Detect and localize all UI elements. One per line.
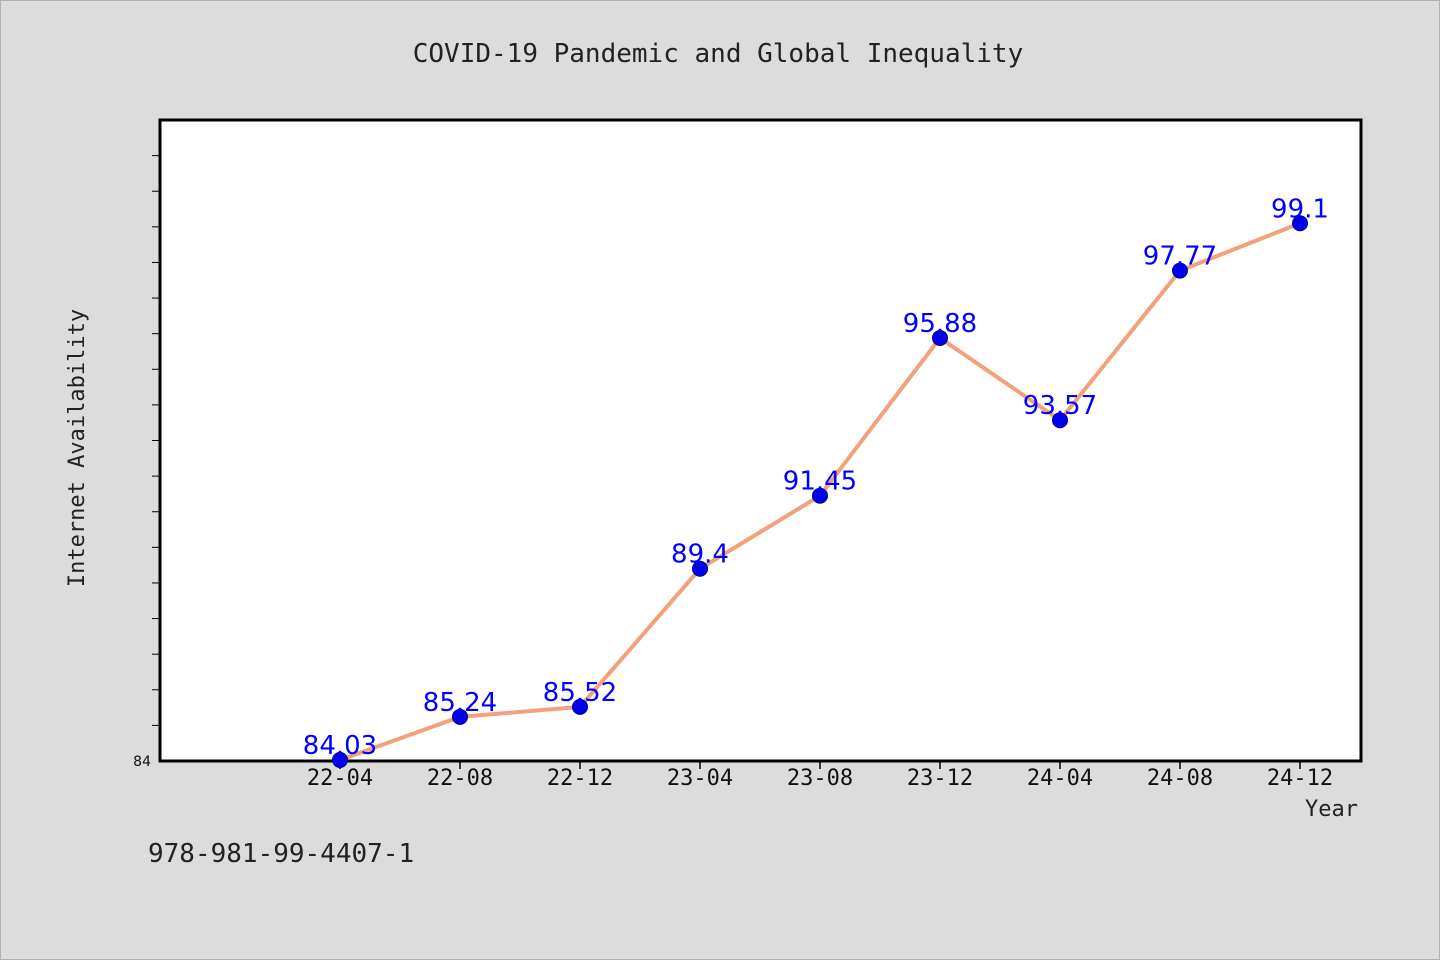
data-label: 99.1 (1271, 194, 1329, 224)
chart-title: COVID-19 Pandemic and Global Inequality (413, 39, 1023, 69)
plot-area (158, 118, 1363, 763)
data-point (572, 698, 588, 715)
data-labels-layer: 84.03 85.24 85.52 89.4 91.45 95.88 93.57 97.77 9… (303, 194, 1329, 761)
series-layer (332, 215, 1308, 768)
x-tick-label: 23-04 (667, 766, 733, 791)
data-point (692, 560, 708, 577)
y-axis-label: Internet Availability (65, 309, 90, 587)
x-tick-label: 24-04 (1027, 766, 1093, 791)
x-tick-label: 22-08 (427, 766, 493, 791)
data-point (332, 751, 348, 768)
isbn-footer: 978-981-99-4407-1 (148, 839, 414, 869)
data-label: 89.4 (671, 540, 729, 570)
y-axis-ticks (152, 155, 160, 726)
x-tick-label: 23-12 (907, 766, 973, 791)
data-label: 95.88 (903, 309, 977, 339)
data-label: 85.52 (543, 678, 617, 708)
data-label: 85.24 (423, 688, 497, 718)
data-point (1292, 215, 1308, 232)
data-point (1052, 412, 1068, 429)
x-tick-label: 24-08 (1147, 766, 1213, 791)
x-tick-label: 24-12 (1267, 766, 1333, 791)
x-tick-label: 22-04 (307, 766, 373, 791)
data-point (452, 708, 468, 725)
data-label: 91.45 (783, 467, 857, 497)
x-tick-label: 23-08 (787, 766, 853, 791)
data-label: 93.57 (1023, 391, 1097, 421)
x-axis-label: Year (1305, 797, 1358, 822)
x-axis-ticks: 22-04 22-08 22-12 23-04 23-08 23-12 24-04 24-08… (307, 761, 1333, 791)
data-label: 84.03 (303, 731, 377, 761)
data-point (812, 487, 828, 504)
data-point (1172, 262, 1188, 279)
x-tick-label: 22-12 (547, 766, 613, 791)
data-point (932, 329, 948, 346)
y-tick-label-min: 84 (133, 754, 151, 770)
data-label: 97.77 (1143, 242, 1217, 272)
